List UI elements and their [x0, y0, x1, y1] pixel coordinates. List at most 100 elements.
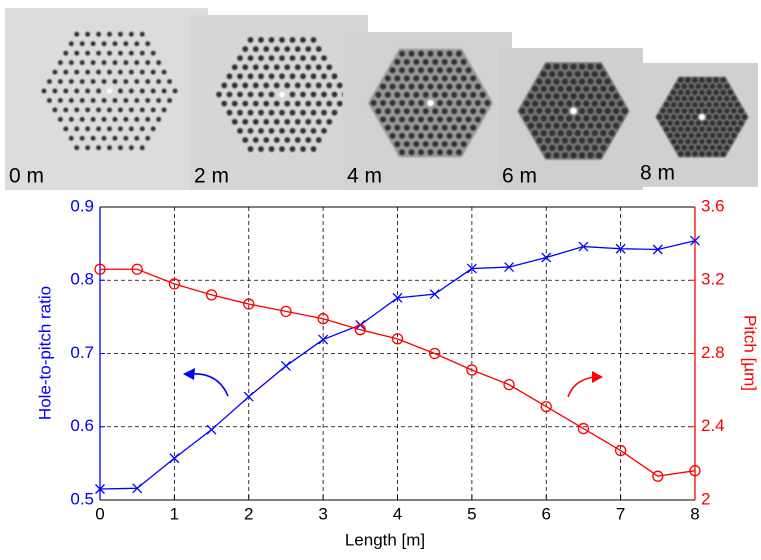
hole	[123, 60, 129, 66]
hole	[117, 88, 123, 94]
hole	[273, 118, 280, 125]
hole	[74, 69, 80, 75]
hole	[305, 82, 312, 89]
hole	[709, 83, 716, 90]
hole	[101, 79, 107, 85]
marker	[652, 244, 663, 255]
hole	[698, 150, 706, 157]
hole	[681, 144, 688, 151]
hole	[408, 66, 415, 74]
hole	[408, 50, 415, 57]
hole	[128, 145, 134, 151]
hole	[536, 137, 543, 144]
hole	[706, 150, 713, 157]
hole	[326, 82, 333, 89]
hole	[436, 83, 444, 90]
hole	[258, 127, 264, 134]
hole	[465, 99, 472, 107]
hole	[139, 69, 145, 75]
hole	[561, 78, 569, 85]
hole	[107, 69, 112, 75]
hole	[570, 122, 577, 130]
hole	[557, 85, 565, 93]
hole	[268, 73, 275, 80]
hole	[604, 107, 611, 115]
hole	[150, 126, 156, 132]
hole	[612, 122, 620, 130]
hole	[565, 144, 573, 152]
hole	[698, 89, 706, 96]
hole	[112, 116, 118, 122]
hole	[465, 66, 472, 74]
hole	[557, 144, 565, 152]
hole	[242, 82, 249, 89]
hole	[161, 88, 167, 94]
hole	[677, 126, 684, 133]
hole	[484, 99, 491, 107]
hole	[677, 113, 684, 121]
hole	[252, 100, 259, 107]
hole	[446, 66, 453, 74]
hole	[389, 116, 396, 123]
hole	[450, 75, 458, 82]
hole	[389, 83, 396, 90]
hole	[723, 95, 730, 102]
hole	[730, 95, 737, 102]
hole	[591, 115, 599, 122]
hole	[695, 95, 702, 102]
hole	[300, 73, 306, 80]
hole	[161, 107, 167, 113]
hole	[553, 78, 560, 85]
hole	[263, 100, 270, 107]
hole	[455, 66, 463, 74]
hole	[670, 138, 677, 145]
hole	[300, 109, 306, 116]
hole	[68, 116, 74, 122]
hole	[706, 138, 713, 145]
hole	[540, 115, 548, 122]
hole	[300, 146, 306, 152]
hole	[540, 144, 548, 152]
hole	[527, 92, 535, 100]
x-tick-label: 0	[95, 504, 104, 523]
hole	[450, 140, 458, 148]
hole	[587, 92, 594, 100]
hole	[139, 145, 145, 151]
hole	[474, 83, 482, 90]
hole	[465, 132, 472, 140]
hole	[578, 151, 586, 159]
hole	[677, 138, 684, 145]
hole	[389, 132, 396, 140]
hole	[446, 149, 453, 156]
hole	[156, 79, 162, 85]
hole	[112, 60, 118, 66]
hole	[674, 107, 681, 114]
hole	[85, 107, 91, 113]
hole	[574, 129, 582, 137]
hole	[231, 64, 238, 71]
hole	[681, 132, 688, 139]
hole	[247, 55, 254, 62]
hole	[310, 91, 317, 98]
hole	[326, 64, 333, 71]
hole	[310, 127, 317, 134]
hole	[531, 100, 539, 107]
hole	[695, 83, 702, 90]
hole	[688, 95, 695, 102]
photo	[5, 8, 208, 190]
hole	[101, 135, 107, 141]
hole	[90, 97, 96, 103]
hole	[63, 50, 69, 56]
hole	[52, 107, 58, 113]
hole	[670, 126, 677, 133]
hole	[403, 91, 411, 99]
hole	[608, 115, 616, 122]
hole	[74, 107, 80, 113]
hole	[681, 107, 688, 114]
y-tick-label: 0.9	[70, 196, 94, 215]
hole	[698, 101, 706, 108]
hole	[604, 122, 611, 130]
hole	[284, 100, 291, 107]
hole	[660, 107, 667, 114]
hole	[258, 37, 264, 43]
